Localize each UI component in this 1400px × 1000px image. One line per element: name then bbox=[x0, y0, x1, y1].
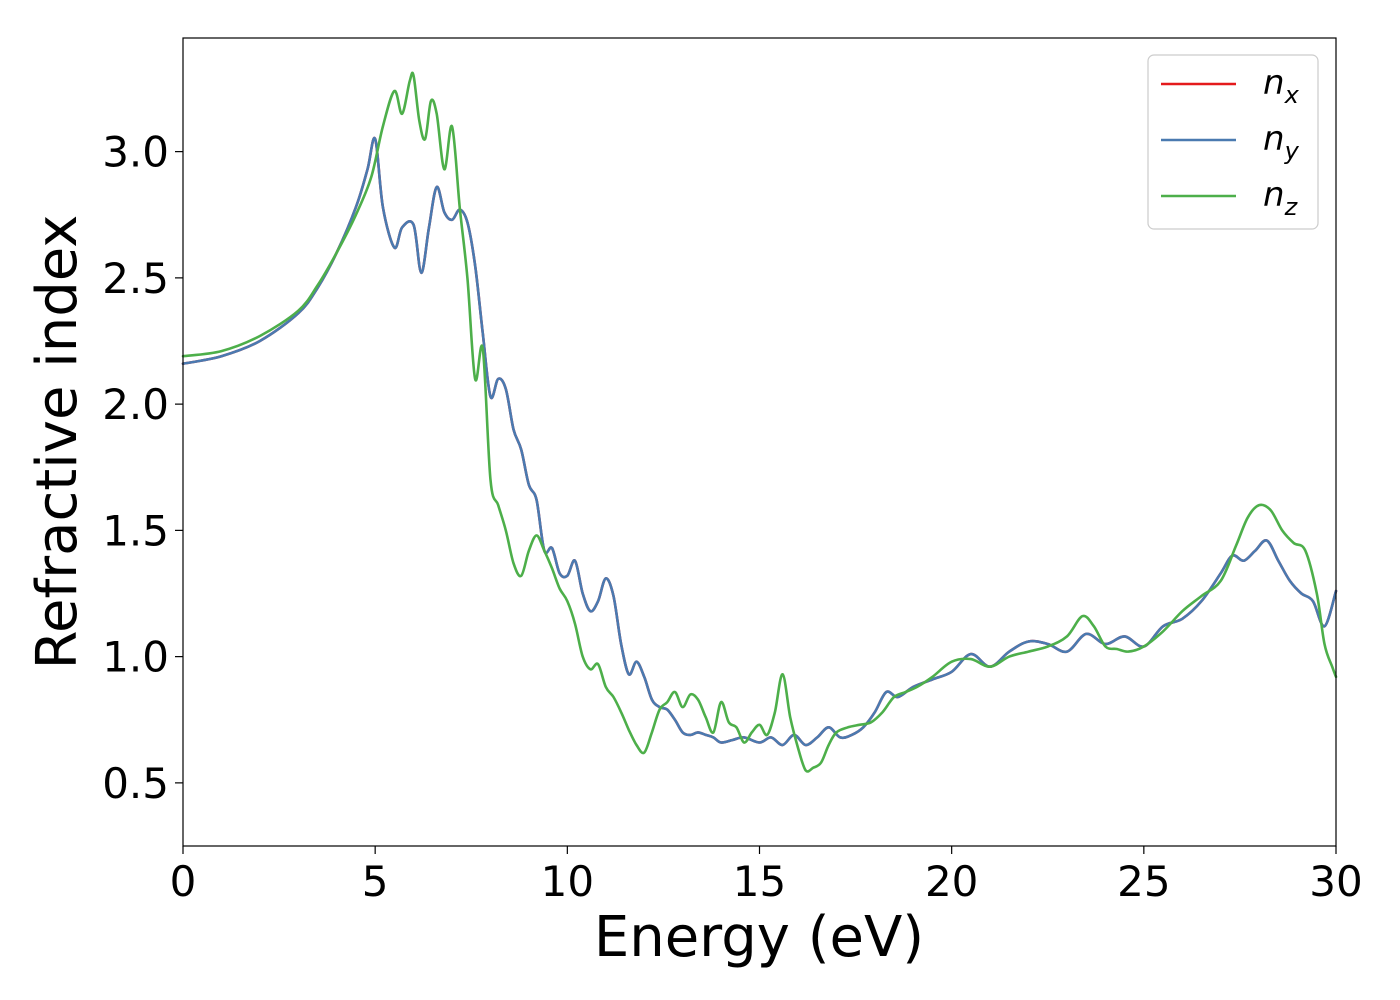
x-axis-title: Energy (eV) bbox=[594, 905, 924, 970]
y-tick-label: 3.0 bbox=[102, 128, 169, 177]
legend-label-x: nx bbox=[1263, 63, 1300, 109]
x-tick-label: 30 bbox=[1309, 857, 1362, 906]
y-tick-label: 2.0 bbox=[102, 380, 169, 429]
x-tick-label: 0 bbox=[170, 857, 197, 906]
series-layer bbox=[181, 71, 1338, 773]
x-tick-label: 10 bbox=[541, 857, 594, 906]
x-tick-label: 20 bbox=[925, 857, 978, 906]
y-tick-label: 2.5 bbox=[102, 254, 169, 303]
legend: nx ny nz bbox=[1147, 54, 1319, 230]
legend-frame bbox=[1147, 54, 1319, 230]
legend-label-y: ny bbox=[1263, 119, 1300, 165]
y-tick-label: 1.5 bbox=[102, 506, 169, 555]
x-axis-ticks: 0 5 10 15 20 25 30 bbox=[170, 846, 1363, 906]
x-tick-label: 25 bbox=[1117, 857, 1170, 906]
x-tick-label: 5 bbox=[362, 857, 389, 906]
legend-label-z: nz bbox=[1263, 175, 1299, 221]
y-tick-label: 0.5 bbox=[102, 759, 169, 808]
y-tick-label: 1.0 bbox=[102, 633, 169, 682]
y-axis-title: Refractive index bbox=[25, 215, 90, 670]
series-line-z bbox=[181, 71, 1338, 773]
x-tick-label: 15 bbox=[733, 857, 786, 906]
y-axis-ticks: 0.5 1.0 1.5 2.0 2.5 3.0 bbox=[102, 128, 183, 808]
series-line-y bbox=[181, 136, 1338, 747]
